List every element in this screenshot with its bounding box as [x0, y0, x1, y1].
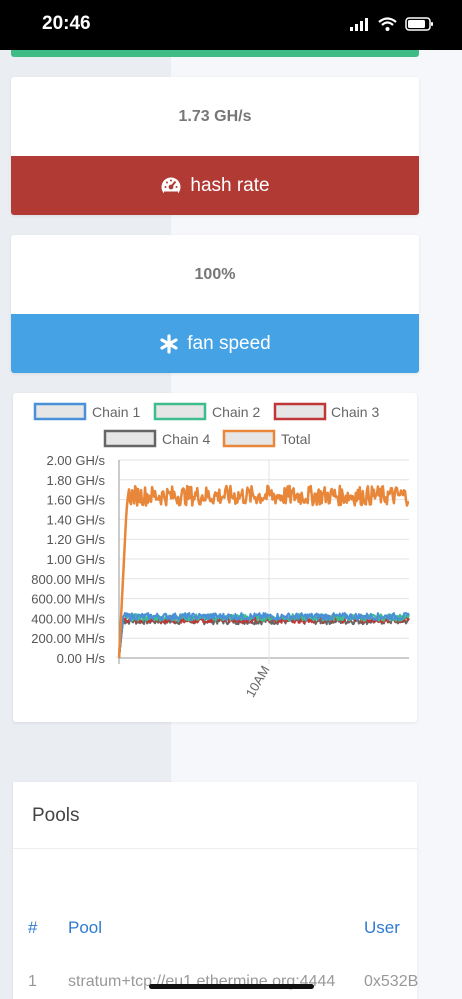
- y-tick-label: 1.60 GH/s: [46, 493, 105, 508]
- hash-rate-value: 1.73 GH/s: [178, 107, 252, 125]
- y-tick-label: 600.00 MH/s: [31, 592, 105, 607]
- chart-x-axis: 10AM: [243, 663, 273, 700]
- speedometer-icon: [161, 177, 181, 196]
- pools-divider: [13, 848, 417, 849]
- status-time: 20:46: [42, 13, 91, 34]
- y-tick-label: 400.00 MH/s: [31, 611, 105, 626]
- pools-header-index[interactable]: #: [28, 918, 38, 937]
- hash-rate-card: 1.73 GH/s hash rate: [11, 77, 419, 215]
- status-icons: [350, 17, 434, 31]
- status-card-strip: [11, 50, 419, 57]
- hashrate-chart-card: Chain 1 Chain 2 Chain 3 Chain 4 Total 2.…: [13, 393, 417, 722]
- legend-label-chain-3: Chain 3: [331, 404, 379, 420]
- y-tick-label: 200.00 MH/s: [31, 631, 105, 646]
- fan-asterisk-icon: [160, 333, 178, 354]
- pools-title: Pools: [32, 805, 80, 826]
- cellular-signal-icon: [350, 17, 368, 31]
- status-bar: 20:46: [0, 0, 462, 50]
- y-tick-label: 1.00 GH/s: [46, 552, 105, 567]
- battery-icon: [405, 17, 433, 31]
- legend-label-chain-2: Chain 2: [212, 404, 260, 420]
- series-line-chain-1: [118, 612, 410, 659]
- pools-header-pool[interactable]: Pool: [68, 918, 103, 937]
- y-tick-label: 1.40 GH/s: [46, 512, 105, 527]
- pool-row-user: 0x532B: [364, 973, 419, 990]
- legend-item-chain-3[interactable]: Chain 3: [273, 402, 379, 421]
- legend-item-chain-4[interactable]: Chain 4: [103, 429, 210, 448]
- y-tick-label: 0.00 H/s: [57, 651, 106, 666]
- wifi-icon: [378, 17, 397, 31]
- fan-speed-card: 100% fan speed: [11, 235, 419, 373]
- legend-label-total: Total: [281, 431, 311, 447]
- legend-item-total[interactable]: Total: [222, 429, 311, 448]
- chart-y-axis: 2.00 GH/s 1.80 GH/s 1.60 GH/s 1.40 GH/s 1.20…: [31, 453, 105, 666]
- hashrate-chart: Chain 1 Chain 2 Chain 3 Chain 4 Total 2.…: [31, 402, 410, 700]
- hash-rate-footer: hash rate: [11, 156, 419, 215]
- chart-legend: Chain 1 Chain 2 Chain 3 Chain 4 Total: [33, 402, 379, 448]
- fan-speed-value: 100%: [194, 265, 236, 283]
- y-tick-label: 800.00 MH/s: [31, 572, 105, 587]
- series-line-total: [117, 484, 410, 659]
- y-tick-label: 1.80 GH/s: [46, 473, 105, 488]
- fan-speed-label: fan speed: [187, 332, 271, 354]
- legend-item-chain-1[interactable]: Chain 1: [33, 402, 140, 421]
- home-indicator: [149, 984, 314, 989]
- fan-speed-footer: fan speed: [11, 314, 419, 373]
- legend-label-chain-1: Chain 1: [92, 404, 140, 420]
- pools-card: Pools # Pool User 1 stratum+tcp://eu1.et…: [13, 782, 419, 999]
- legend-label-chain-4: Chain 4: [162, 431, 210, 447]
- y-tick-label: 2.00 GH/s: [46, 453, 105, 468]
- legend-item-chain-2[interactable]: Chain 2: [153, 402, 260, 421]
- pools-header-user[interactable]: User: [364, 918, 400, 937]
- chart-series: [117, 484, 410, 659]
- hash-rate-label: hash rate: [190, 174, 270, 196]
- x-tick-label: 10AM: [243, 663, 273, 700]
- pool-row-index: 1: [28, 973, 37, 990]
- y-tick-label: 1.20 GH/s: [46, 532, 105, 547]
